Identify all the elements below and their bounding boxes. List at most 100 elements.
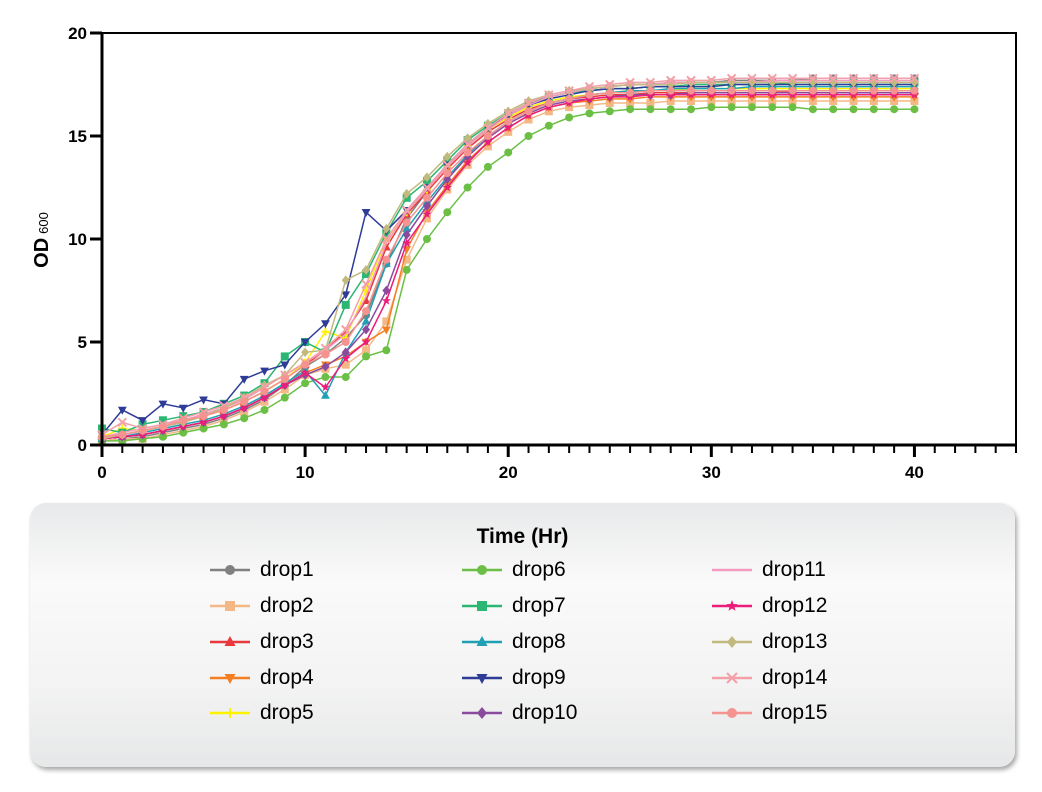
data-point-drop14	[341, 324, 351, 335]
data-point-drop6	[362, 352, 371, 361]
data-point-drop14	[381, 234, 392, 244]
legend-item-drop4: drop4	[208, 663, 314, 693]
data-point-drop6	[849, 105, 858, 114]
data-point-drop9	[117, 406, 127, 415]
data-point-drop15	[280, 375, 289, 384]
data-point-drop7	[158, 416, 167, 425]
data-point-drop15	[158, 422, 167, 431]
data-point-drop15	[646, 86, 655, 95]
data-point-drop12	[280, 380, 290, 390]
data-point-drop14	[787, 73, 798, 84]
data-point-drop14	[503, 108, 513, 119]
legend-label: drop7	[512, 594, 566, 617]
data-point-drop14	[726, 73, 737, 84]
data-point-drop15	[483, 132, 492, 140]
data-point-drop10	[321, 361, 330, 372]
data-point-drop9	[300, 338, 310, 347]
data-point-drop9	[341, 291, 351, 300]
series-drop4	[97, 93, 919, 444]
series-drop3	[97, 85, 919, 440]
data-point-drop15	[768, 86, 777, 95]
data-point-drop2	[646, 99, 655, 108]
data-point-drop8	[361, 316, 371, 325]
data-point-drop9	[321, 320, 330, 329]
data-point-drop10	[443, 174, 452, 185]
data-point-drop15	[199, 412, 208, 421]
legend-label: drop9	[512, 666, 566, 689]
data-point-drop15	[747, 86, 756, 95]
legend-swatch-drop9	[462, 674, 502, 684]
series-drop10	[98, 87, 919, 444]
data-point-drop9	[260, 367, 269, 376]
data-point-drop6	[463, 183, 472, 192]
series-line-drop5	[101, 87, 915, 438]
data-point-drop10	[402, 230, 411, 240]
data-point-drop15	[849, 86, 858, 95]
legend-swatch-drop10	[462, 707, 502, 719]
legend-marker-circle-icon	[477, 565, 487, 575]
data-point-drop6	[768, 103, 777, 112]
y-tick-label: 0	[78, 436, 87, 455]
data-point-drop6	[260, 405, 269, 414]
x-tick-label: 0	[97, 463, 106, 482]
data-point-drop4	[727, 93, 737, 102]
series-line-drop10	[101, 91, 915, 440]
data-point-drop9	[158, 400, 168, 409]
series-line-drop8	[101, 85, 915, 440]
data-point-drop15	[321, 350, 330, 359]
data-point-drop7	[179, 412, 188, 421]
data-point-drop12	[503, 123, 513, 132]
legend-item-drop5: drop5	[208, 698, 314, 728]
data-point-drop6	[158, 432, 167, 441]
data-point-drop6	[321, 373, 330, 382]
data-point-drop15	[463, 148, 472, 157]
legend-item-drop15: drop15	[710, 698, 827, 728]
legend-item-drop6: drop6	[460, 555, 566, 585]
data-point-drop6	[626, 105, 635, 114]
legend-label: drop2	[260, 594, 314, 617]
data-point-drop10	[362, 324, 371, 335]
legend-marker-plus-icon	[225, 708, 235, 718]
data-point-drop14	[117, 417, 128, 428]
x-tick-label: 20	[499, 463, 518, 482]
data-point-drop6	[199, 424, 208, 433]
data-point-drop6	[341, 373, 350, 382]
data-point-drop14	[483, 123, 493, 133]
series-line-drop12	[101, 94, 915, 440]
data-point-drop4	[381, 326, 391, 335]
y-tick-label: 10	[68, 230, 87, 249]
data-point-drop6	[422, 235, 431, 243]
legend-swatch-drop6	[462, 565, 502, 575]
data-point-drop6	[585, 109, 594, 118]
legend-item-drop2: drop2	[208, 591, 314, 621]
data-point-drop15	[910, 86, 919, 95]
data-point-drop14	[320, 343, 331, 353]
legend-marker-triangle-down-icon	[224, 674, 236, 684]
data-point-drop15	[260, 387, 269, 396]
data-point-drop13	[382, 223, 391, 234]
data-point-drop13	[402, 188, 411, 199]
data-point-drop12	[463, 158, 473, 167]
legend-swatch-drop3	[210, 636, 250, 646]
data-point-drop15	[382, 255, 391, 264]
legend-item-drop11: drop11	[710, 555, 826, 585]
data-point-drop9	[361, 209, 371, 218]
data-point-drop8	[402, 223, 412, 232]
series-drop15	[98, 86, 919, 441]
data-point-drop15	[707, 86, 716, 95]
data-point-drop13	[504, 106, 513, 117]
legend-item-drop3: drop3	[208, 627, 314, 657]
legend-swatch-drop4	[210, 674, 250, 684]
data-point-drop6	[829, 105, 838, 114]
data-point-drop12	[341, 353, 351, 363]
data-point-drop15	[808, 86, 817, 95]
legend-item-drop1: drop1	[208, 555, 314, 585]
data-point-drop6	[483, 162, 492, 171]
legend-swatch-drop11	[712, 568, 752, 572]
legend-item-drop12: drop12	[710, 591, 827, 621]
x-tick-label: 30	[702, 463, 721, 482]
data-point-drop6	[910, 105, 919, 114]
data-point-drop10	[463, 151, 472, 162]
data-point-drop6	[179, 428, 188, 437]
data-point-drop13	[443, 151, 452, 162]
